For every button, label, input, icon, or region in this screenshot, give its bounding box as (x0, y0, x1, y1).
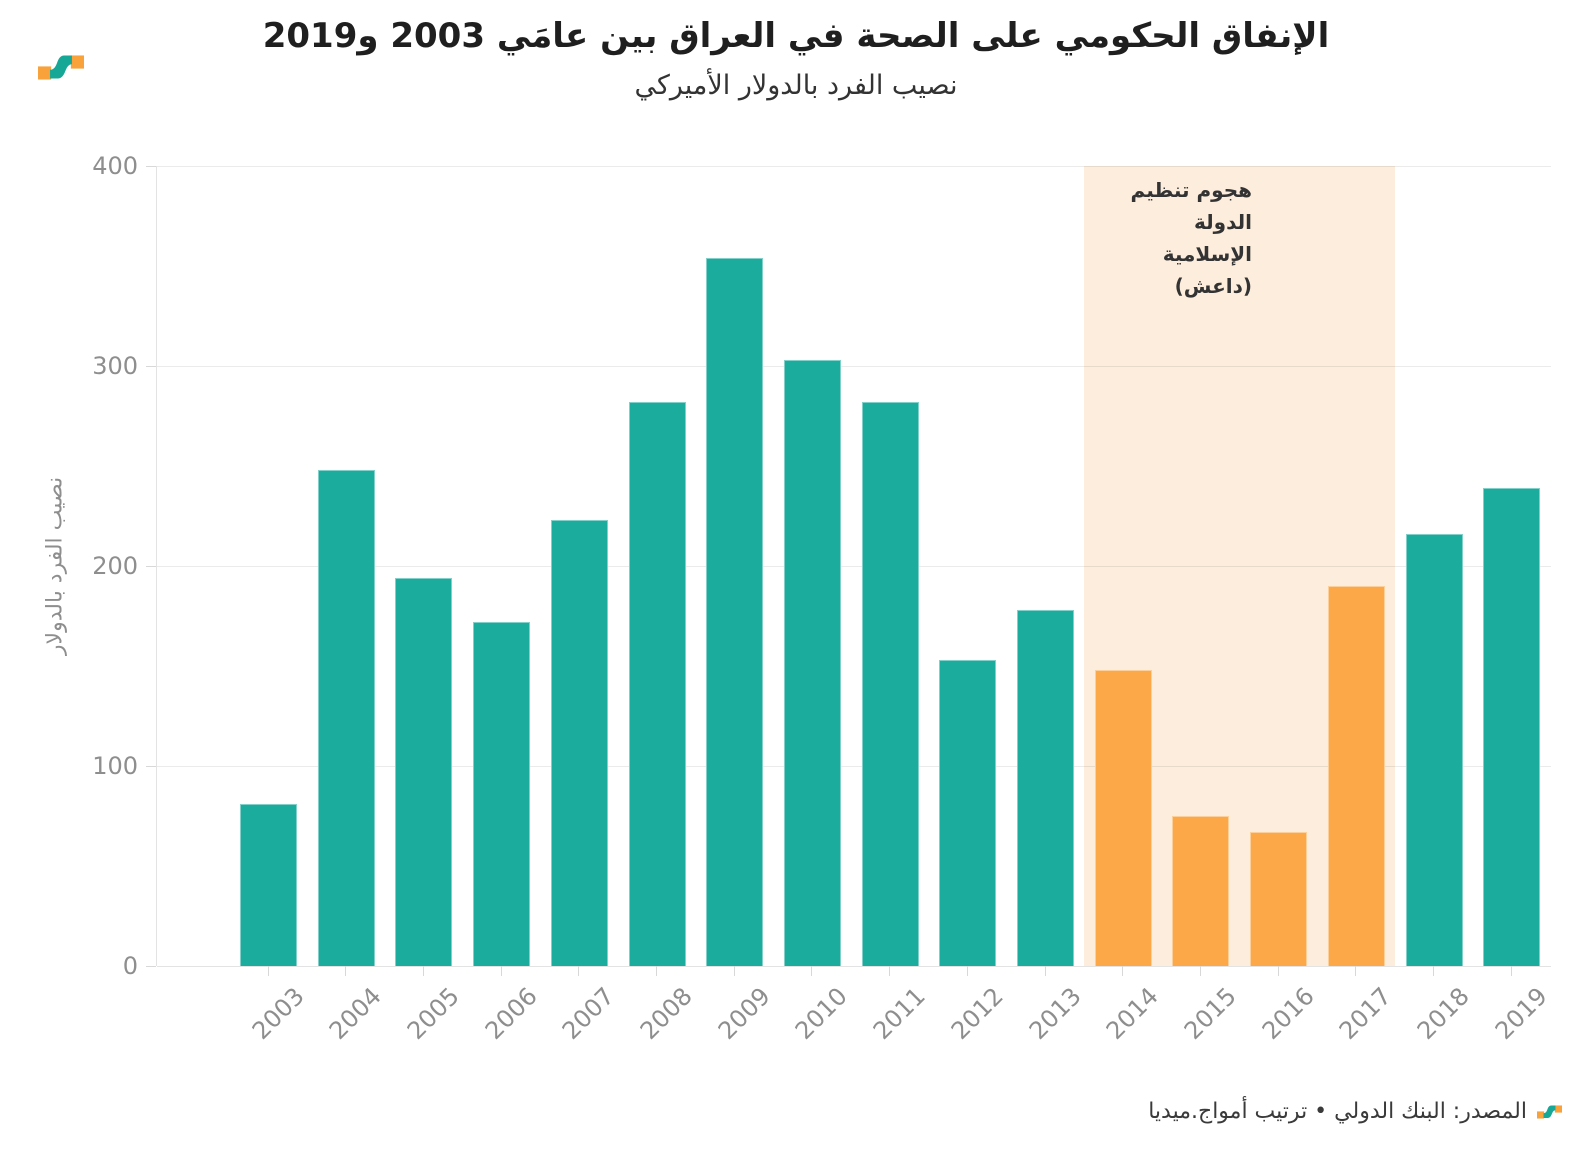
y-tick-label-400: 400 (92, 152, 138, 180)
bar-2017 (1327, 586, 1385, 966)
x-tick-label-2015: 2015 (1178, 982, 1242, 1045)
x-tick-2011 (889, 966, 891, 976)
logo-square-right (70, 55, 84, 69)
x-tick-label-2013: 2013 (1023, 982, 1087, 1045)
bar-2010 (783, 360, 841, 966)
x-tick-label-2010: 2010 (790, 982, 854, 1045)
x-tick-2012 (966, 966, 968, 976)
x-tick-2017 (1355, 966, 1357, 976)
x-tick-2013 (1044, 966, 1046, 976)
bar-2006 (473, 622, 531, 966)
annotation-line1: هجوم تنظيم الدولة (1130, 178, 1252, 234)
x-tick-label-2016: 2016 (1256, 982, 1320, 1045)
x-tick-2004 (345, 966, 347, 976)
bar-2019 (1483, 488, 1541, 966)
x-tick-2016 (1277, 966, 1279, 976)
bar-2014 (1094, 670, 1152, 966)
gridline-400 (157, 165, 1551, 167)
y-tick-label-100: 100 (92, 752, 138, 780)
x-tick-label-2009: 2009 (712, 982, 776, 1045)
x-tick-2006 (500, 966, 502, 976)
bar-2016 (1250, 832, 1308, 966)
y-tick-100 (146, 766, 156, 767)
gridline-300 (157, 365, 1551, 367)
logo-square-left (38, 66, 52, 80)
x-tick-2005 (422, 966, 424, 976)
gridline-100 (157, 765, 1551, 767)
y-tick-label-300: 300 (92, 352, 138, 380)
y-tick-label-200: 200 (92, 552, 138, 580)
bar-2012 (939, 660, 997, 966)
bar-2007 (550, 520, 608, 966)
chart-subtitle: نصيب الفرد بالدولار الأميركي (634, 70, 958, 101)
x-tick-label-2014: 2014 (1100, 982, 1164, 1045)
x-tick-2009 (733, 966, 735, 976)
x-tick-2007 (578, 966, 580, 976)
logo-square-left (1537, 1110, 1545, 1119)
bar-2005 (395, 578, 453, 966)
y-tick-400 (146, 166, 156, 167)
x-tick-label-2005: 2005 (401, 982, 465, 1045)
plot-area: هجوم تنظيم الدولة الإسلامية (داعش) (156, 165, 1551, 967)
y-tick-300 (146, 366, 156, 367)
y-axis-title: نصيب الفرد بالدولار (42, 476, 68, 656)
annotation-line2: الإسلامية (داعش) (1162, 242, 1252, 298)
logo-wave (50, 55, 72, 79)
gridline-200 (157, 565, 1551, 567)
x-tick-2008 (656, 966, 657, 976)
bar-2004 (317, 470, 375, 966)
x-tick-label-2018: 2018 (1411, 982, 1475, 1045)
x-tick-label-2007: 2007 (557, 982, 621, 1045)
bar-2015 (1172, 816, 1230, 966)
x-tick-label-2019: 2019 (1489, 982, 1553, 1045)
logo-square-right (1554, 1104, 1562, 1113)
x-tick-2014 (1122, 966, 1124, 976)
source-footer: المصدر: البنك الدولي • ترتيب أمواج.ميديا (1148, 1099, 1562, 1124)
x-tick-label-2012: 2012 (945, 982, 1009, 1045)
bar-2009 (706, 258, 764, 966)
bar-2008 (628, 402, 686, 966)
bar-2013 (1017, 610, 1074, 966)
brand-logo-icon (38, 55, 84, 80)
x-tick-2010 (811, 966, 813, 976)
bar-2018 (1405, 534, 1463, 966)
source-text: المصدر: البنك الدولي • ترتيب أمواج.ميديا (1148, 1099, 1527, 1124)
x-tick-label-2011: 2011 (867, 982, 931, 1045)
x-tick-label-2004: 2004 (323, 982, 387, 1045)
brand-logo-small-icon (1537, 1104, 1562, 1119)
annotation: هجوم تنظيم الدولة الإسلامية (داعش) (1080, 174, 1252, 302)
x-tick-label-2017: 2017 (1334, 982, 1398, 1045)
gridline-0 (157, 965, 1551, 967)
x-tick-label-2006: 2006 (479, 982, 543, 1045)
y-tick-label-0: 0 (122, 952, 138, 980)
x-tick-2018 (1433, 966, 1434, 976)
logo-wave (1543, 1104, 1556, 1118)
chart-title: الإنفاق الحكومي على الصحة في العراق بين … (262, 16, 1330, 56)
y-tick-0 (146, 966, 156, 967)
bar-2003 (240, 804, 297, 966)
y-tick-200 (146, 566, 156, 567)
x-tick-2015 (1199, 966, 1201, 976)
x-tick-label-2008: 2008 (634, 982, 698, 1045)
x-tick-label-2003: 2003 (246, 982, 310, 1045)
bar-2011 (861, 402, 919, 966)
x-tick-2003 (267, 966, 269, 976)
x-tick-2019 (1510, 966, 1512, 976)
